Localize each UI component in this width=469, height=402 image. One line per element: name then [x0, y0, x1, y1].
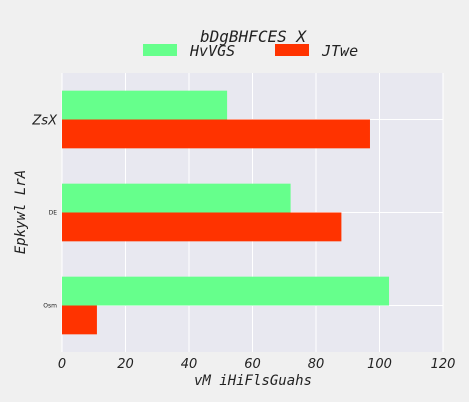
- x-tick-labels: 0 20 40 60 80 100 120: [58, 357, 456, 372]
- bar-HvVGS-ZsX: [62, 90, 228, 120]
- x-tick-label: 20: [117, 357, 134, 372]
- bar-HvVGS-DE: [62, 183, 291, 213]
- bars: [62, 90, 390, 335]
- y-tick-label: ZsX: [31, 114, 58, 129]
- y-tick-label: DE: [49, 210, 58, 217]
- legend-swatch-series-2: [275, 44, 309, 56]
- y-tick-label: Osm: [43, 303, 57, 310]
- x-axis-label: vM iHiFlsGuahs: [194, 373, 312, 389]
- bar-HvVGS-Osm: [62, 276, 390, 306]
- y-axis-label: Epkywl LrA: [13, 170, 29, 254]
- x-tick-label: 0: [58, 357, 66, 372]
- legend-label-series-1: HvVGS: [189, 42, 235, 60]
- chart-title: bDgBHFCES X: [200, 27, 307, 46]
- x-tick-label: 100: [367, 357, 392, 372]
- bar-JTwe-Osm: [62, 305, 97, 335]
- legend: HvVGS JTwe: [143, 42, 358, 60]
- x-tick-label: 120: [431, 357, 456, 372]
- legend-swatch-series-1: [143, 44, 177, 56]
- bar-JTwe-ZsX: [62, 119, 370, 149]
- y-tick-labels: ZsX DE Osm: [31, 114, 58, 310]
- x-tick-label: 60: [244, 357, 261, 372]
- x-tick-label: 40: [181, 357, 198, 372]
- x-tick-label: 80: [308, 357, 325, 372]
- bar-JTwe-DE: [62, 212, 342, 242]
- legend-label-series-2: JTwe: [321, 42, 358, 60]
